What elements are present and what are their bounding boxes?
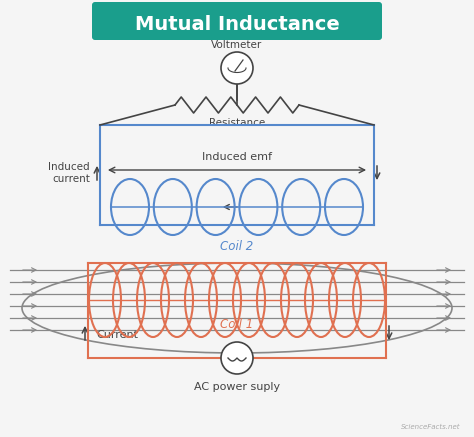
Text: Current: Current [96,330,138,340]
Text: Resistance: Resistance [209,118,265,128]
Text: AC power suply: AC power suply [194,382,280,392]
Text: Induced
current: Induced current [48,162,90,184]
Circle shape [221,342,253,374]
Text: ScienceFacts.net: ScienceFacts.net [401,424,460,430]
Text: Coil 1: Coil 1 [220,318,254,331]
Text: Mutual Inductance: Mutual Inductance [135,14,339,34]
Text: Voltmeter: Voltmeter [211,40,263,50]
FancyBboxPatch shape [92,2,382,40]
Text: Coil 2: Coil 2 [220,240,254,253]
Circle shape [221,52,253,84]
Text: Induced emf: Induced emf [202,152,272,162]
